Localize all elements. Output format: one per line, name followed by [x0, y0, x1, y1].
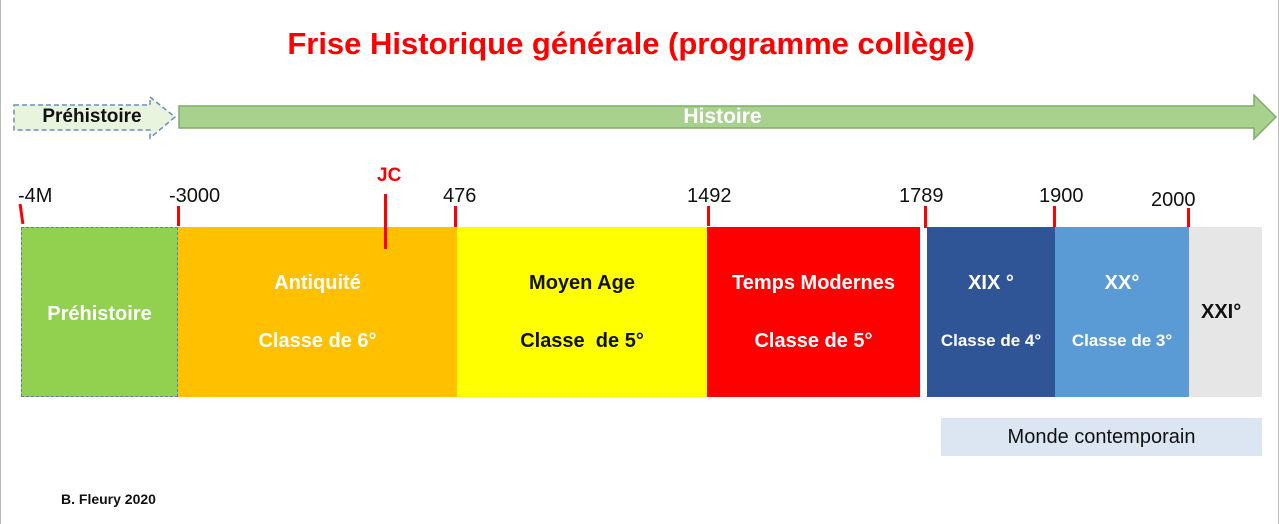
author-credit: B. Fleury 2020 — [61, 491, 156, 507]
arrows-graphic — [13, 93, 1278, 141]
tick-mark-476 — [454, 206, 457, 228]
period-temps-modernes: Temps Modernes Classe de 5° — [707, 227, 920, 397]
period-antiquite-class: Classe de 6° — [258, 330, 377, 352]
jc-marker — [384, 194, 387, 249]
period-temps-modernes-name: Temps Modernes — [732, 272, 895, 294]
period-xx-name: XX° — [1104, 272, 1140, 294]
period-xxi: XXI° — [1189, 227, 1262, 397]
period-prehistoire-name: Préhistoire — [47, 303, 152, 325]
tick-mark-minus-3000 — [177, 206, 180, 226]
period-prehistoire: Préhistoire — [21, 227, 178, 397]
period-xx: XX° Classe de 3° — [1055, 227, 1189, 397]
period-xix-class: Classe de 4° — [940, 331, 1042, 350]
jc-label: JC — [377, 165, 402, 186]
tick-mark-1900 — [1053, 206, 1056, 228]
period-moyen-age: Moyen Age Classe de 5° — [457, 227, 707, 397]
histoire-arrow — [178, 93, 1278, 141]
period-moyen-age-name: Moyen Age — [529, 272, 635, 294]
tick-label-1492: 1492 — [687, 185, 732, 207]
period-xx-class: Classe de 3° — [1071, 331, 1173, 350]
period-antiquite-name: Antiquité — [274, 272, 361, 294]
prehistoire-arrow-label: Préhistoire — [42, 106, 142, 127]
tick-mark-2000 — [1187, 208, 1190, 230]
tick-label-minus-4m: -4M — [18, 185, 53, 207]
tick-label-1789: 1789 — [899, 185, 944, 207]
page-title: Frise Historique générale (programme col… — [287, 26, 975, 61]
tick-label-2000: 2000 — [1151, 189, 1196, 211]
prehistoire-arrow — [13, 95, 177, 140]
period-antiquite: Antiquité Classe de 6° — [178, 227, 457, 397]
period-xxi-name: XXI° — [1201, 301, 1242, 323]
tick-mark-1789 — [924, 206, 927, 228]
tick-label-minus-3000: -3000 — [169, 185, 221, 207]
histoire-arrow-label: Histoire — [683, 105, 762, 128]
tick-label-1900: 1900 — [1039, 185, 1084, 207]
monde-contemporain-label: Monde contemporain — [941, 418, 1262, 456]
period-moyen-age-class: Classe de 5° — [520, 330, 644, 352]
tick-label-476: 476 — [443, 185, 477, 207]
period-temps-modernes-class: Classe de 5° — [754, 330, 873, 352]
period-xix: XIX ° Classe de 4° — [927, 227, 1055, 397]
period-xix-name: XIX ° — [968, 272, 1014, 294]
left-border — [0, 0, 1, 524]
tick-mark-1492 — [707, 206, 710, 226]
